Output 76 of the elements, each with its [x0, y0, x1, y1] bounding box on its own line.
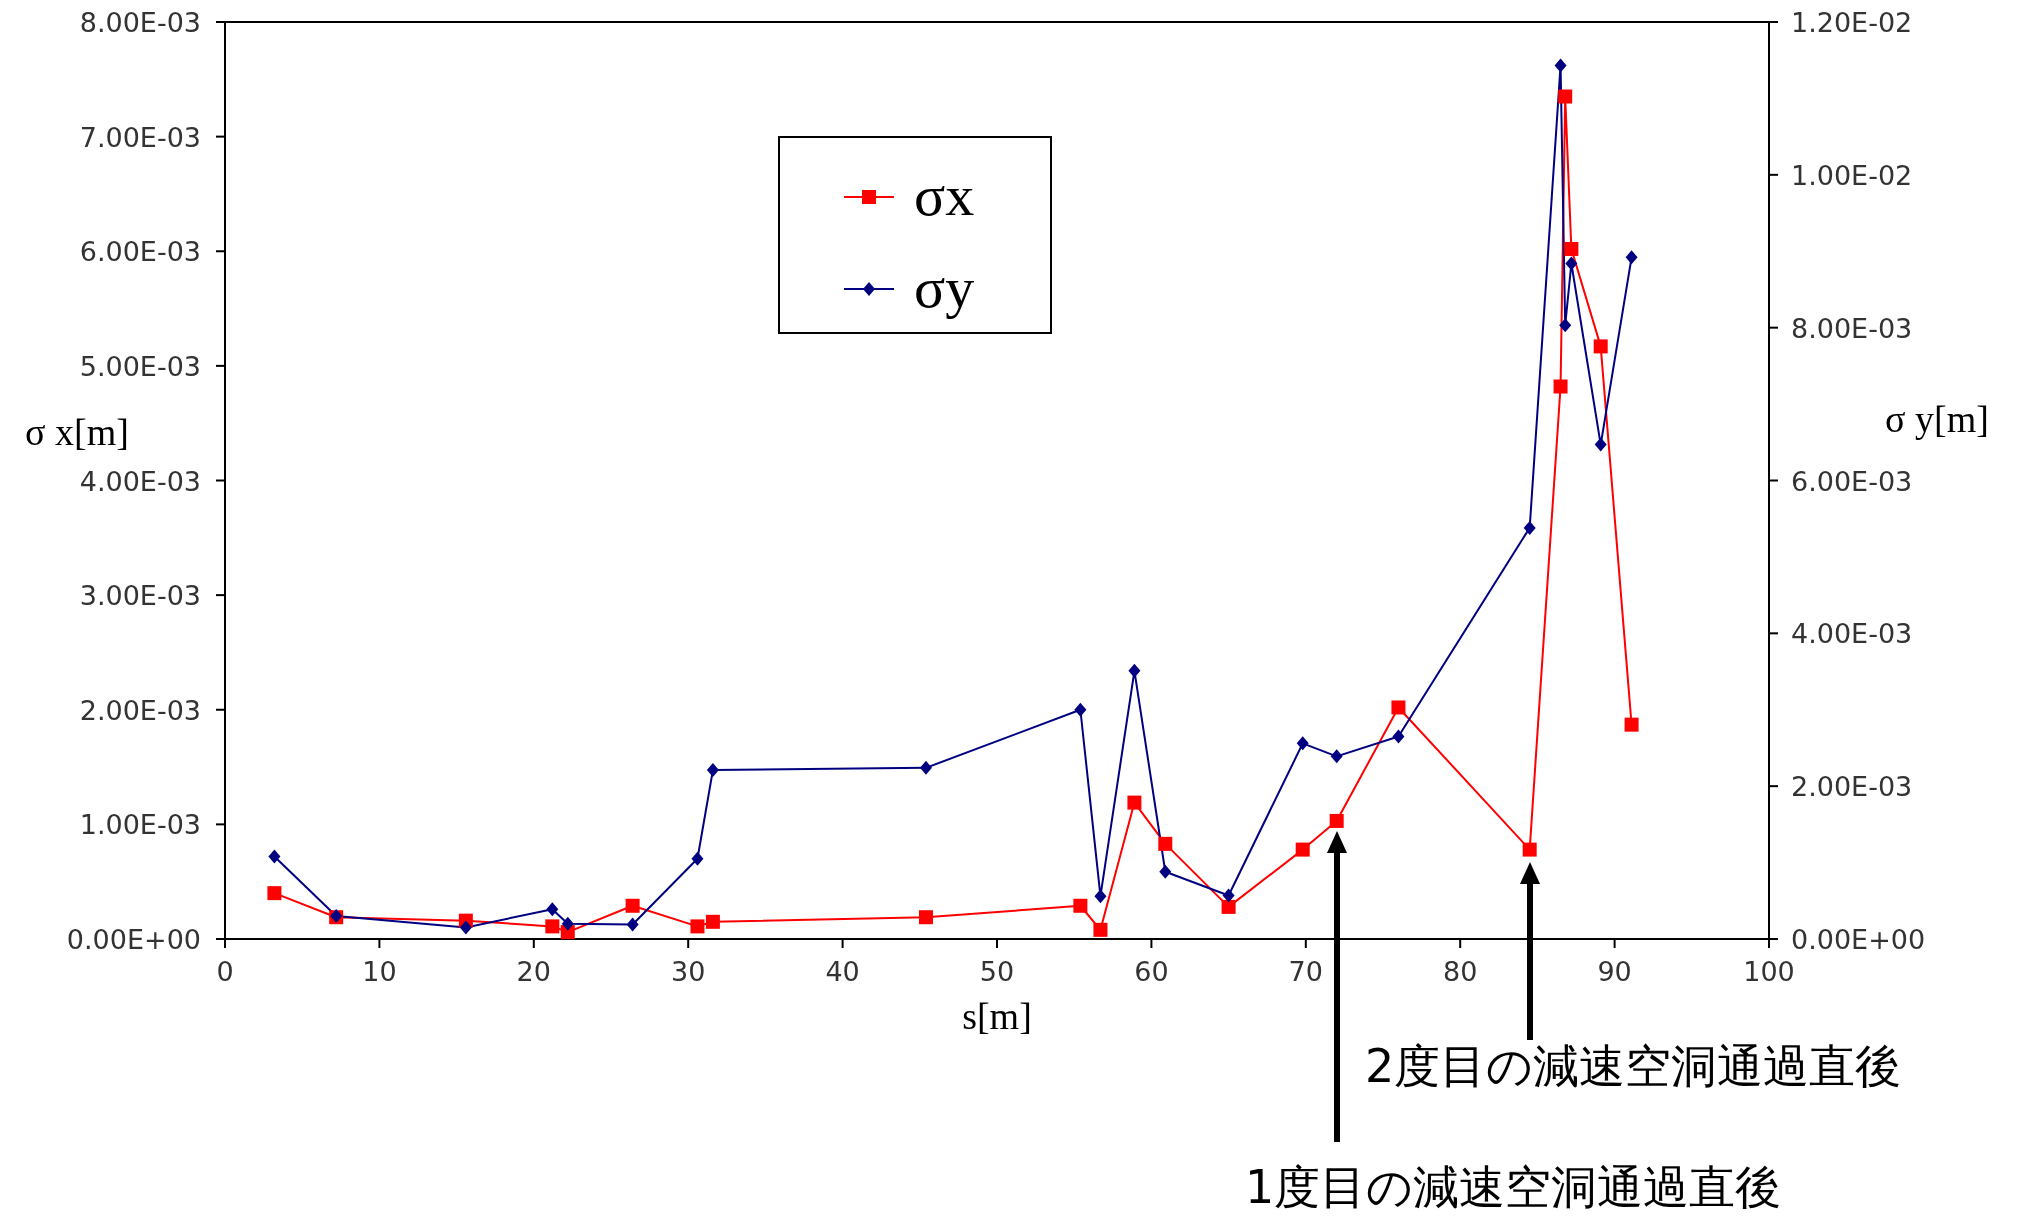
legend-label: σx — [914, 163, 975, 228]
point — [1094, 889, 1107, 904]
point — [1553, 379, 1568, 394]
point — [1222, 888, 1235, 903]
text: 1度目の減速空洞通過直後 — [1245, 1160, 1782, 1214]
point — [1522, 842, 1537, 857]
y-tick-label: 5.00E-03 — [79, 350, 201, 382]
point — [267, 886, 282, 901]
point — [1158, 836, 1173, 851]
point — [1074, 702, 1087, 717]
point — [545, 919, 560, 934]
y2-axis-title: σ y[m] — [1885, 398, 1989, 440]
point — [918, 910, 933, 925]
point — [1593, 339, 1608, 354]
point — [626, 917, 639, 932]
x-tick-label: 70 — [1288, 956, 1323, 987]
x-tick-label: 40 — [825, 956, 860, 987]
y2-tick-label: 8.00E-03 — [1791, 312, 1913, 344]
y2-tick-label: 1.20E-02 — [1791, 7, 1913, 38]
x-axis-title: s[m] — [962, 995, 1032, 1037]
point — [1564, 241, 1579, 256]
point — [1558, 89, 1573, 104]
point — [1159, 864, 1172, 879]
point — [1554, 58, 1567, 73]
point — [1093, 922, 1108, 937]
x-tick-label: 10 — [362, 956, 397, 987]
point — [1624, 717, 1639, 732]
point — [561, 916, 574, 931]
x-tick-label: 0 — [216, 956, 234, 987]
point — [1523, 520, 1536, 535]
y-tick-label: 2.00E-03 — [79, 694, 201, 726]
point — [268, 849, 281, 864]
y-tick-label: 8.00E-03 — [79, 7, 201, 38]
point — [1221, 899, 1236, 914]
point — [625, 898, 640, 913]
text: 2度目の減速空洞通過直後 — [1365, 1039, 1902, 1093]
y-tick-label: 6.00E-03 — [79, 236, 201, 268]
point — [691, 851, 704, 866]
point — [1330, 749, 1343, 764]
point — [1391, 700, 1406, 715]
point — [546, 902, 559, 917]
point — [690, 919, 705, 934]
x-tick-label: 50 — [979, 956, 1015, 987]
y2-tick-label: 1.00E-02 — [1791, 159, 1913, 191]
x-tick-label: 60 — [1134, 956, 1169, 987]
point — [919, 760, 932, 775]
point — [1296, 736, 1309, 751]
y-tick-label: 4.00E-03 — [79, 465, 201, 497]
point — [1625, 250, 1638, 265]
y2-tick-label: 2.00E-03 — [1791, 771, 1913, 803]
y-tick-label: 3.00E-03 — [79, 580, 201, 612]
point — [1329, 813, 1344, 828]
point — [1128, 663, 1141, 678]
point — [1073, 898, 1088, 913]
y2-tick-label: 4.00E-03 — [1791, 618, 1913, 650]
point — [705, 914, 720, 929]
y2-tick-label: 6.00E-03 — [1791, 465, 1913, 497]
x-tick-label: 20 — [516, 956, 551, 987]
point — [1392, 729, 1405, 744]
y-axis-title: σ x[m] — [25, 411, 129, 453]
y-tick-label: 1.00E-03 — [79, 809, 201, 841]
y-tick-label: 0.00E+00 — [66, 924, 201, 955]
point — [1295, 842, 1310, 857]
point — [459, 920, 472, 935]
y2-tick-label: 0.00E+00 — [1791, 924, 1926, 955]
x-tick-label: 30 — [671, 956, 706, 987]
point — [1594, 437, 1607, 452]
x-tick-label: 100 — [1743, 956, 1795, 987]
point — [1127, 795, 1142, 810]
point — [1559, 318, 1572, 333]
x-tick-label: 80 — [1443, 956, 1478, 987]
y-tick-label: 7.00E-03 — [79, 121, 201, 153]
point — [1565, 256, 1578, 271]
x-tick-label: 90 — [1597, 956, 1632, 987]
legend-label: σy — [914, 255, 975, 320]
point — [706, 763, 719, 778]
